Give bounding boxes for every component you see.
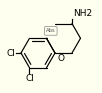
Text: Abs: Abs: [46, 28, 56, 33]
Text: O: O: [57, 54, 64, 63]
FancyBboxPatch shape: [44, 27, 57, 35]
Text: Cl: Cl: [25, 74, 34, 83]
Text: NH2: NH2: [73, 9, 92, 18]
Text: Cl: Cl: [6, 49, 15, 57]
